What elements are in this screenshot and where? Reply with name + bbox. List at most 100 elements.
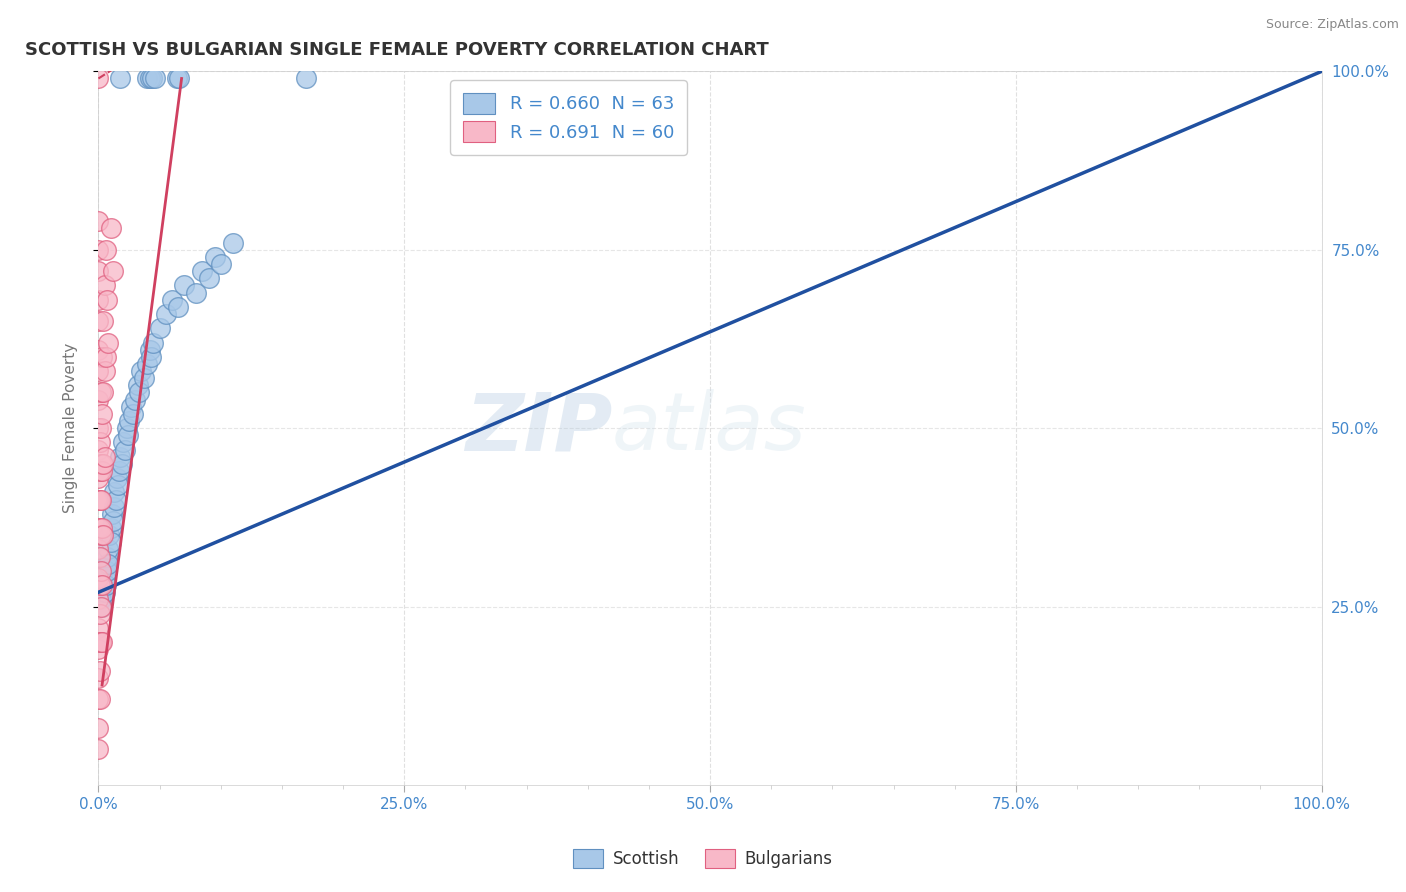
Point [87,314,110,328]
Text: atlas: atlas [612,389,807,467]
Point [105,471,128,485]
Point [91,521,114,535]
Point [87,642,110,657]
Point [90,457,112,471]
Point [87,742,110,756]
Point [91,464,114,478]
Point [90,528,112,542]
Point [143,71,166,86]
Point [87,243,110,257]
Point [197,271,219,285]
Point [167,71,190,86]
Point [93,450,115,464]
Point [96,293,118,307]
Point [87,492,110,507]
Point [114,442,136,457]
Point [204,250,226,264]
Point [132,371,155,385]
Point [110,450,132,464]
Point [166,71,188,86]
Point [90,585,112,599]
Point [90,421,112,435]
Point [87,721,110,735]
Point [110,71,132,86]
Point [120,400,142,414]
Point [89,492,111,507]
Point [94,578,117,592]
Point [87,621,110,635]
Legend: R = 0.660  N = 63, R = 0.691  N = 60: R = 0.660 N = 63, R = 0.691 N = 60 [450,80,686,154]
Point [295,71,318,86]
Point [91,385,114,400]
Point [90,564,112,578]
Point [94,350,117,364]
Point [90,592,112,607]
Point [93,278,115,293]
Point [87,592,110,607]
Point [91,314,114,328]
Point [90,385,112,400]
Point [139,343,162,357]
Point [90,599,112,614]
Point [98,528,121,542]
Point [87,442,110,457]
Point [87,293,110,307]
Point [103,500,125,514]
Point [100,221,122,235]
Point [87,214,110,228]
Point [155,307,177,321]
Point [87,264,110,278]
Point [91,599,114,614]
Point [100,535,122,549]
Point [222,235,245,250]
Point [93,364,115,378]
Point [87,671,110,685]
Point [87,343,110,357]
Point [87,542,110,557]
Point [94,243,117,257]
Point [128,385,150,400]
Point [89,578,111,592]
Point [89,607,111,621]
Point [89,549,111,564]
Point [111,435,134,450]
Point [89,521,111,535]
Point [87,571,110,585]
Point [101,514,124,528]
Point [91,578,114,592]
Point [97,335,120,350]
Point [160,293,183,307]
Point [91,457,114,471]
Point [127,378,149,392]
Point [93,585,115,599]
Point [91,407,114,421]
Point [117,428,139,442]
Point [115,421,138,435]
Point [87,421,110,435]
Point [91,635,114,649]
Point [124,392,146,407]
Point [91,528,114,542]
Point [91,350,114,364]
Point [149,321,172,335]
Point [136,357,159,371]
Text: ZIP: ZIP [465,389,612,467]
Point [89,635,111,649]
Point [111,457,134,471]
Y-axis label: Single Female Poverty: Single Female Poverty [63,343,77,513]
Point [87,392,110,407]
Point [107,478,129,492]
Point [93,571,115,585]
Point [173,278,195,293]
Point [87,364,110,378]
Point [142,335,165,350]
Point [101,507,124,521]
Point [136,71,159,86]
Point [91,578,114,592]
Point [108,464,131,478]
Point [91,564,114,578]
Point [87,471,110,485]
Point [89,435,111,450]
Point [167,300,190,314]
Point [87,71,110,86]
